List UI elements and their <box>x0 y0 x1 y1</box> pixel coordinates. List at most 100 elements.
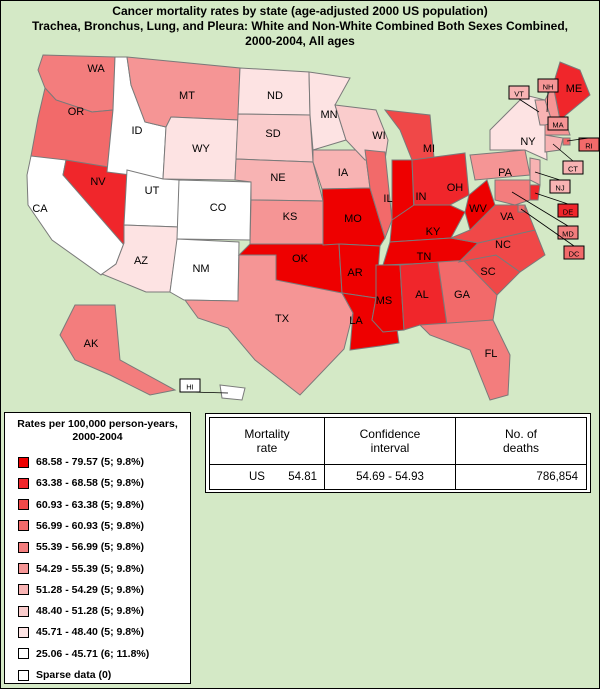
legend-title: Rates per 100,000 person-years, 2000-200… <box>17 418 178 443</box>
state-label-wi: WI <box>372 130 385 142</box>
legend-swatch <box>18 648 29 660</box>
state-label-tn: TN <box>417 251 432 263</box>
legend-label: 54.29 - 55.39 (5; 9.8%) <box>36 562 144 575</box>
state-label-va: VA <box>500 211 515 223</box>
legend-label: 60.93 - 63.38 (5; 9.8%) <box>36 498 144 511</box>
state-de <box>529 184 541 201</box>
header-confidence-interval: Confidence interval <box>324 417 456 465</box>
state-label-nc: NC <box>495 239 511 251</box>
state-nj <box>529 157 541 186</box>
state-label-ut: UT <box>145 185 160 197</box>
legend-swatch <box>18 456 29 468</box>
state-label-mt: MT <box>179 90 195 102</box>
state-label-nv: NV <box>90 176 106 188</box>
state-label-de: DE <box>563 208 573 217</box>
state-label-oh: OH <box>447 182 464 194</box>
callout-leader <box>520 208 575 247</box>
state-il <box>364 149 393 240</box>
state-label-ak: AK <box>84 338 99 350</box>
legend-item: 54.29 - 55.39 (5; 9.8%) <box>18 562 144 576</box>
legend-item: 60.93 - 63.38 (5; 9.8%) <box>18 498 144 512</box>
legend-swatch <box>18 605 29 617</box>
state-fl <box>418 319 511 401</box>
state-label-az: AZ <box>134 255 148 267</box>
state-label-ga: GA <box>454 289 471 301</box>
state-label-nj: NJ <box>555 184 564 193</box>
state-wv <box>464 179 496 231</box>
header-mortality-rate: Mortality rate <box>209 417 325 465</box>
us-summary-table: Mortality rate Confidence interval No. of d… <box>205 413 591 493</box>
state-label-fl: FL <box>485 348 498 360</box>
state-label-ar: AR <box>347 267 362 279</box>
callout-leader <box>511 191 569 227</box>
state-label-ne: NE <box>270 172 285 184</box>
state-label-ks: KS <box>283 211 298 223</box>
callout-leader <box>189 391 229 394</box>
state-label-id: ID <box>132 125 143 137</box>
state-label-ca: CA <box>32 203 48 215</box>
state-label-mi: MI <box>423 143 435 155</box>
legend-swatch <box>18 669 29 681</box>
state-label-mn: MN <box>320 109 337 121</box>
legend-swatch <box>18 541 29 553</box>
state-ct <box>544 134 564 153</box>
callout-leader <box>552 143 574 162</box>
legend-label: 63.38 - 68.58 (5; 9.8%) <box>36 477 144 490</box>
state-label-co: CO <box>210 202 227 214</box>
legend-swatch <box>18 499 29 511</box>
state-oh <box>411 152 470 206</box>
callout-leader <box>518 98 540 113</box>
header-deaths: No. of deaths <box>455 417 587 465</box>
state-tx <box>184 254 354 396</box>
legend-swatch <box>18 563 29 574</box>
legend: Rates per 100,000 person-years, 2000-200… <box>4 412 191 684</box>
state-wy <box>162 116 239 181</box>
state-label-nm: NM <box>192 263 209 275</box>
legend-item: 51.28 - 54.29 (5; 9.8%) <box>18 583 144 597</box>
state-ak <box>59 304 177 396</box>
state-label-wy: WY <box>192 143 210 155</box>
callout-leader <box>534 192 569 205</box>
cell-us-rate: US 54.81 <box>209 464 325 490</box>
state-label-dc: DC <box>569 250 580 259</box>
legend-item: 55.39 - 56.99 (5; 9.8%) <box>18 540 144 554</box>
title-line-3: 2000-2004, All ages <box>245 34 355 48</box>
state-label-in: IN <box>416 191 427 203</box>
state-label-nd: ND <box>267 90 283 102</box>
legend-label: 55.39 - 56.99 (5; 9.8%) <box>36 541 144 554</box>
legend-label: 51.28 - 54.29 (5; 9.8%) <box>36 583 144 596</box>
state-label-ma: MA <box>552 121 563 130</box>
state-label-vt: VT <box>514 90 524 99</box>
legend-swatch <box>18 477 29 489</box>
state-label-pa: PA <box>498 167 513 179</box>
legend-item: 25.06 - 45.71 (6; 11.8%) <box>18 647 149 661</box>
state-label-ms: MS <box>376 295 393 307</box>
legend-item: Sparse data (0) <box>18 668 111 682</box>
legend-label: 45.71 - 48.40 (5; 9.8%) <box>36 626 144 639</box>
callout-leader <box>566 137 590 142</box>
state-label-ny: NY <box>520 136 536 148</box>
legend-item: 48.40 - 51.28 (5; 9.8%) <box>18 604 144 618</box>
state-label-hi: HI <box>186 383 194 392</box>
state-label-nh: NH <box>543 83 554 92</box>
cell-us-deaths: 786,854 <box>455 464 587 490</box>
state-label-ia: IA <box>338 167 349 179</box>
state-label-il: IL <box>383 193 392 205</box>
state-label-ok: OK <box>292 253 309 265</box>
state-label-mo: MO <box>344 213 362 225</box>
title-line-1: Cancer mortality rates by state (age-adj… <box>112 4 488 18</box>
legend-label: 68.58 - 79.57 (5; 9.8%) <box>36 456 144 468</box>
state-label-sc: SC <box>480 266 495 278</box>
cell-us-ci: 54.69 - 54.93 <box>324 464 456 490</box>
state-label-ri: RI <box>585 142 593 151</box>
callout-leader <box>534 171 561 181</box>
state-label-or: OR <box>68 106 85 118</box>
state-label-sd: SD <box>265 128 280 140</box>
title-line-2: Trachea, Bronchus, Lung, and Pleura: Whi… <box>31 19 569 33</box>
legend-item: 63.38 - 68.58 (5; 9.8%) <box>18 476 144 490</box>
state-hi <box>219 384 246 401</box>
state-label-md: MD <box>562 230 574 239</box>
legend-swatch <box>18 626 29 638</box>
legend-item: 68.58 - 79.57 (5; 9.8%) <box>18 455 144 469</box>
state-label-wa: WA <box>87 63 105 75</box>
